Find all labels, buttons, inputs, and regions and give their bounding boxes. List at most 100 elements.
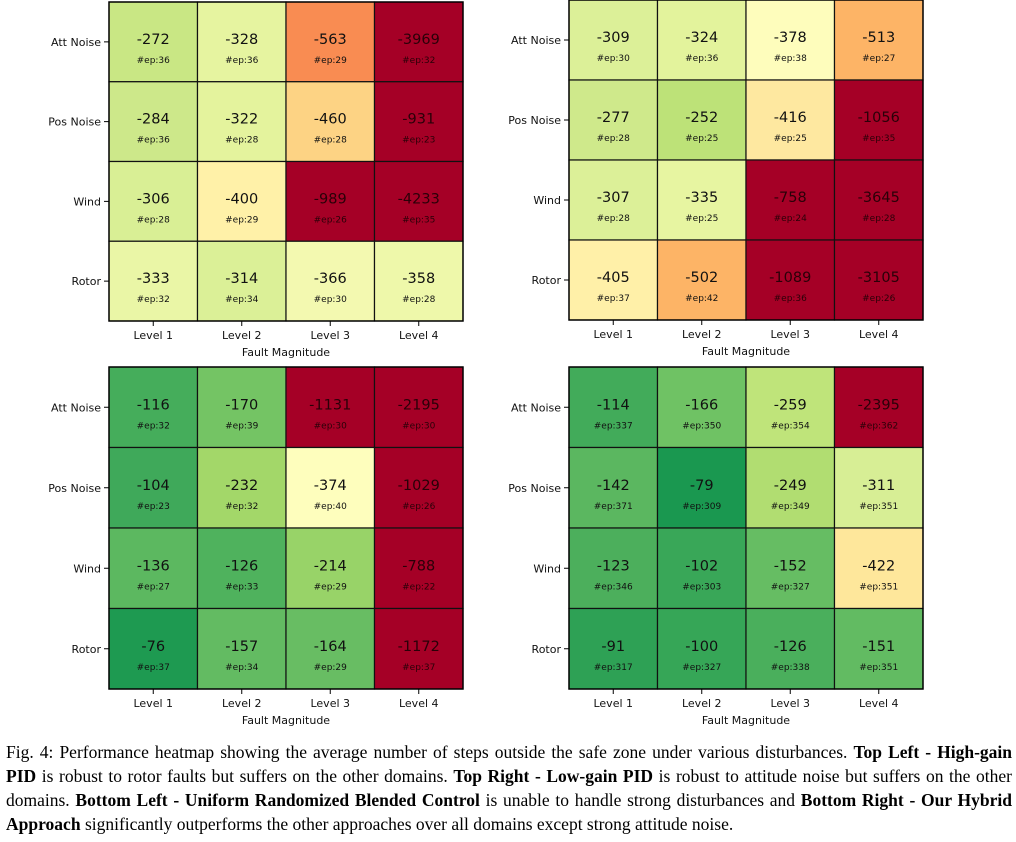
cell-value-label: -1131 [309,397,351,413]
cell-episode-label: #ep:39 [225,421,259,431]
heatmap-bottom-left: -116 #ep:32 -170 #ep:39 -1131 #ep:30 -2195 #ep:… [48,366,464,727]
x-tick-label: Level 1 [593,328,633,341]
heatmap-cell [373,240,464,322]
heatmap-cell [833,239,924,321]
cell-value-label: -116 [137,397,170,413]
cell-value-label: -306 [137,191,170,207]
cell-episode-label: #ep:327 [682,663,721,673]
heatmap-cell [373,1,464,83]
heatmap-cell [196,366,287,449]
cell-value-label: -214 [314,558,347,574]
cell-episode-label: #ep:22 [402,582,435,592]
cell-value-label: -788 [402,558,435,574]
heatmap-cell [196,527,287,610]
cell-value-label: -91 [601,639,625,655]
y-tick-label: Pos Noise [48,482,101,495]
heatmap-cell [568,159,659,241]
cell-value-label: -79 [690,478,714,494]
x-tick-label: Level 2 [682,328,722,341]
heatmap-cell [108,1,199,83]
heatmap-cell [833,159,924,241]
heatmap-cell [656,607,747,690]
heatmap-cell [196,446,287,529]
heatmap-cell [568,527,659,610]
cell-episode-label: #ep:32 [137,295,170,305]
heatmap-cell [656,527,747,610]
cell-episode-label: #ep:30 [314,295,348,305]
x-tick-label: Level 3 [310,697,350,710]
cell-episode-label: #ep:37 [137,663,170,673]
heatmap-cell [833,0,924,81]
heatmap-frame [568,366,924,690]
y-tick-label: Pos Noise [508,114,561,127]
cell-episode-label: #ep:351 [859,502,898,512]
y-tick-label: Wind [73,195,101,208]
cell-value-label: -232 [225,478,258,494]
cell-episode-label: #ep:36 [225,56,259,66]
heatmap-cell [745,446,836,529]
cell-episode-label: #ep:362 [859,421,898,431]
cell-episode-label: #ep:327 [771,582,810,592]
y-tick-label: Wind [533,194,561,207]
heatmap-cell [373,366,464,449]
caption-top-right-label: Top Right - Low-gain PID [453,766,654,786]
x-tick-label: Level 2 [222,697,262,710]
cell-episode-label: #ep:28 [402,295,436,305]
cell-value-label: -123 [597,558,630,574]
y-tick-label: Wind [73,562,101,575]
heatmap-cell [745,607,836,690]
cell-value-label: -563 [314,32,347,48]
x-tick-label: Level 3 [770,328,810,341]
cell-episode-label: #ep:35 [862,134,895,144]
cell-value-label: -1172 [398,639,440,655]
heatmap-grid-svg: -272 #ep:36 -328 #ep:36 -563 #ep:29 -3969 #ep:3… [48,0,924,727]
caption-intro: Fig. 4: Performance heatmap showing the … [6,742,854,762]
cell-value-label: -100 [685,639,718,655]
cell-episode-label: #ep:32 [402,56,435,66]
x-axis-label: Fault Magnitude [242,714,330,727]
cell-value-label: -422 [862,558,895,574]
cell-episode-label: #ep:30 [597,54,631,64]
cell-value-label: -405 [597,270,630,286]
cell-value-label: -328 [225,32,258,48]
cell-value-label: -314 [225,271,258,287]
cell-value-label: -322 [225,112,258,128]
heatmap-cell [833,607,924,690]
cell-value-label: -378 [774,30,807,46]
cell-value-label: -252 [685,110,718,126]
heatmap-cell [285,607,376,690]
cell-value-label: -164 [314,639,347,655]
cell-episode-label: #ep:40 [314,502,348,512]
cell-episode-label: #ep:26 [314,215,348,225]
cell-value-label: -126 [225,558,258,574]
heatmap-cell [373,446,464,529]
y-tick-label: Att Noise [511,34,561,47]
cell-value-label: -502 [685,270,718,286]
cell-episode-label: #ep:32 [225,502,258,512]
cell-episode-label: #ep:23 [137,502,170,512]
caption-bottom-right-text: significantly outperforms the other appr… [80,814,734,834]
cell-episode-label: #ep:42 [685,294,718,304]
heatmap-cell [285,160,376,242]
heatmap-cell [196,81,287,163]
heatmap-bottom-right: -114 #ep:337 -166 #ep:350 -259 #ep:354 -2395 #e… [508,366,924,727]
cell-episode-label: #ep:338 [771,663,810,673]
cell-value-label: -104 [137,478,170,494]
cell-episode-label: #ep:28 [862,214,896,224]
x-tick-label: Level 1 [133,697,173,710]
cell-value-label: -758 [774,190,807,206]
heatmap-cell [833,79,924,161]
cell-episode-label: #ep:36 [137,136,171,146]
heatmap-cell [108,240,199,322]
cell-episode-label: #ep:33 [225,582,258,592]
cell-episode-label: #ep:351 [859,663,898,673]
cell-value-label: -3645 [858,190,900,206]
cell-episode-label: #ep:29 [314,663,348,673]
cell-value-label: -4233 [398,191,440,207]
y-tick-label: Att Noise [511,401,561,414]
cell-value-label: -333 [137,271,170,287]
x-tick-label: Level 3 [310,329,350,342]
heatmap-top-left: -272 #ep:36 -328 #ep:36 -563 #ep:29 -3969 #ep:3… [48,1,464,359]
x-tick-label: Level 3 [770,697,810,710]
cell-value-label: -151 [862,639,895,655]
